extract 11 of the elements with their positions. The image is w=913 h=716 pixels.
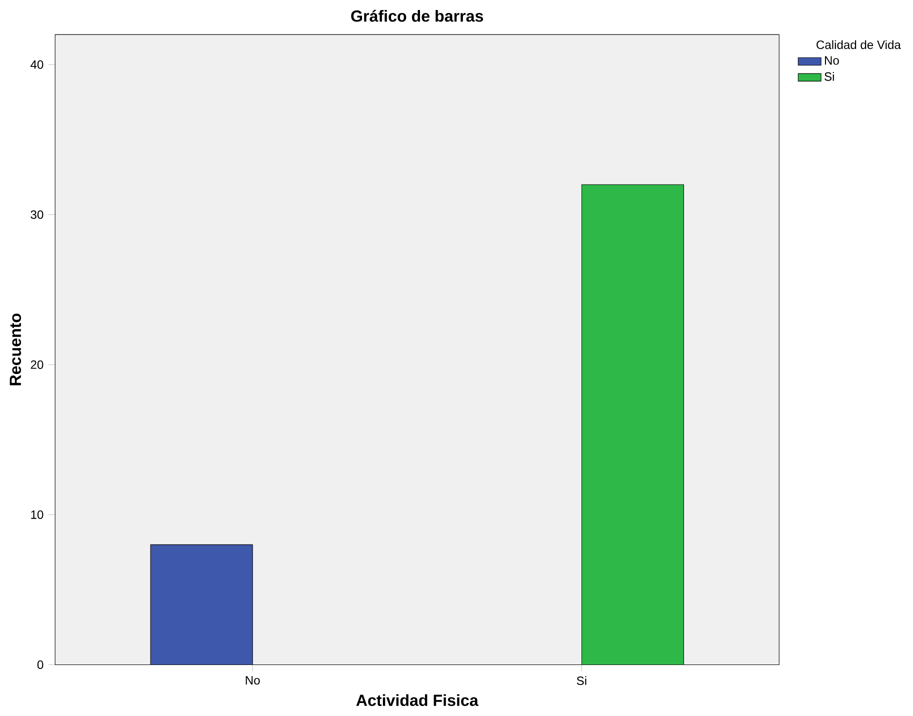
- y-tick-label: 10: [31, 510, 44, 520]
- legend-title: Calidad de Vida: [816, 40, 901, 50]
- y-tick-label: 20: [30, 360, 44, 369]
- x-axis-title: Actividad Fisica: [356, 694, 478, 706]
- y-tick-label: 30: [30, 210, 44, 219]
- chart-title: Gráfico de barras: [351, 10, 484, 22]
- legend-label: Si: [824, 72, 834, 81]
- y-axis-title: Recuento: [10, 314, 22, 386]
- legend-label: No: [824, 56, 839, 65]
- y-tick-label: 40: [30, 60, 44, 69]
- y-tick-label: 0: [37, 660, 44, 670]
